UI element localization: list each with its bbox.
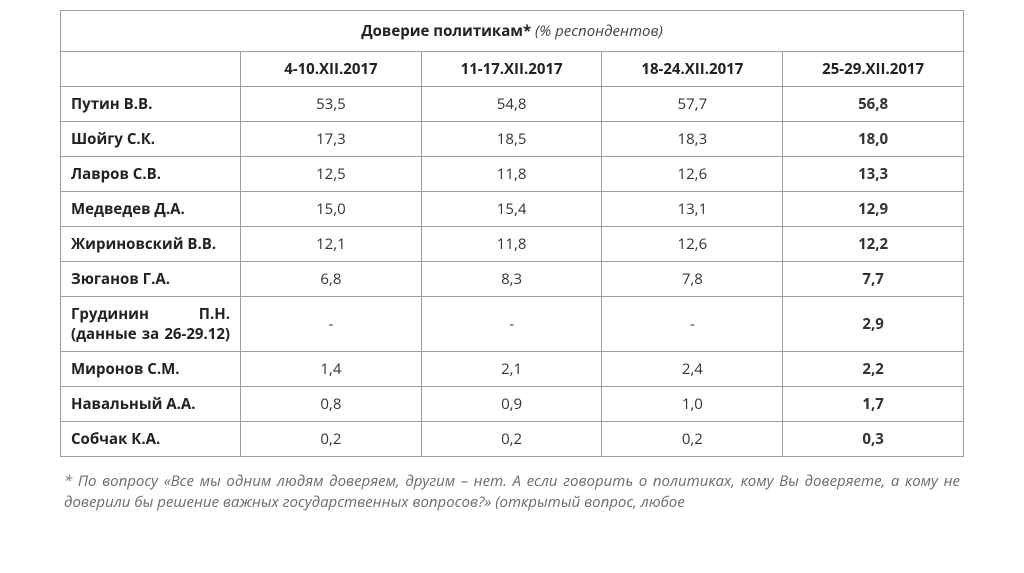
cell-value: 1,7 — [783, 387, 964, 422]
cell-value: 54,8 — [421, 87, 602, 122]
cell-value: 13,3 — [783, 157, 964, 192]
footnote: * По вопросу «Все мы одним людям доверяе… — [60, 457, 964, 513]
cell-value: 11,8 — [421, 227, 602, 262]
cell-value: 0,9 — [421, 387, 602, 422]
row-name: Зюганов Г.А. — [61, 262, 241, 297]
cell-value: 17,3 — [241, 122, 422, 157]
cell-value: 2,9 — [783, 297, 964, 352]
row-name: Миронов С.М. — [61, 352, 241, 387]
header-empty — [61, 52, 241, 87]
cell-value: 0,3 — [783, 422, 964, 457]
cell-value: 8,3 — [421, 262, 602, 297]
table-row: Шойгу С.К.17,318,518,318,0 — [61, 122, 964, 157]
cell-value: 12,5 — [241, 157, 422, 192]
cell-value: 7,7 — [783, 262, 964, 297]
table-row: Зюганов Г.А.6,88,37,87,7 — [61, 262, 964, 297]
row-name: Грудинин П.Н. (данные за 26-29.12) — [61, 297, 241, 352]
cell-value: 6,8 — [241, 262, 422, 297]
cell-value: 1,0 — [602, 387, 783, 422]
cell-value: 0,2 — [241, 422, 422, 457]
row-name: Лавров С.В. — [61, 157, 241, 192]
column-header: 11-17.XII.2017 — [421, 52, 602, 87]
row-name: Шойгу С.К. — [61, 122, 241, 157]
table-row: Собчак К.А.0,20,20,20,3 — [61, 422, 964, 457]
cell-value: 12,6 — [602, 157, 783, 192]
column-header: 25-29.XII.2017 — [783, 52, 964, 87]
table-row: Жириновский В.В.12,111,812,612,2 — [61, 227, 964, 262]
cell-value: 7,8 — [602, 262, 783, 297]
table-row: Грудинин П.Н. (данные за 26-29.12)---2,9 — [61, 297, 964, 352]
cell-value: 13,1 — [602, 192, 783, 227]
table-title: Доверие политикам* (% респондентов) — [61, 11, 964, 52]
cell-value: 0,2 — [421, 422, 602, 457]
cell-value: 2,1 — [421, 352, 602, 387]
cell-value: 12,2 — [783, 227, 964, 262]
cell-value: 18,0 — [783, 122, 964, 157]
row-name: Путин В.В. — [61, 87, 241, 122]
cell-value: 18,3 — [602, 122, 783, 157]
row-name: Навальный А.А. — [61, 387, 241, 422]
table-row: Медведев Д.А.15,015,413,112,9 — [61, 192, 964, 227]
column-header: 4-10.XII.2017 — [241, 52, 422, 87]
row-name: Собчак К.А. — [61, 422, 241, 457]
title-bold: Доверие политикам* — [361, 21, 531, 41]
table-row: Навальный А.А.0,80,91,01,7 — [61, 387, 964, 422]
cell-value: 0,8 — [241, 387, 422, 422]
cell-value: 15,4 — [421, 192, 602, 227]
cell-value: 12,6 — [602, 227, 783, 262]
trust-table: Доверие политикам* (% респондентов) 4-10… — [60, 10, 964, 457]
cell-value: 57,7 — [602, 87, 783, 122]
cell-value: 12,9 — [783, 192, 964, 227]
row-name: Медведев Д.А. — [61, 192, 241, 227]
cell-value: - — [602, 297, 783, 352]
cell-value: 2,4 — [602, 352, 783, 387]
cell-value: 15,0 — [241, 192, 422, 227]
cell-value: 18,5 — [421, 122, 602, 157]
cell-value: 2,2 — [783, 352, 964, 387]
title-subtitle: (% респондентов) — [535, 21, 663, 41]
table-row: Путин В.В.53,554,857,756,8 — [61, 87, 964, 122]
cell-value: 1,4 — [241, 352, 422, 387]
cell-value: 12,1 — [241, 227, 422, 262]
table-row: Лавров С.В.12,511,812,613,3 — [61, 157, 964, 192]
cell-value: 11,8 — [421, 157, 602, 192]
cell-value: - — [241, 297, 422, 352]
cell-value: 53,5 — [241, 87, 422, 122]
table-row: Миронов С.М.1,42,12,42,2 — [61, 352, 964, 387]
column-header: 18-24.XII.2017 — [602, 52, 783, 87]
cell-value: 0,2 — [602, 422, 783, 457]
cell-value: 56,8 — [783, 87, 964, 122]
cell-value: - — [421, 297, 602, 352]
row-name: Жириновский В.В. — [61, 227, 241, 262]
